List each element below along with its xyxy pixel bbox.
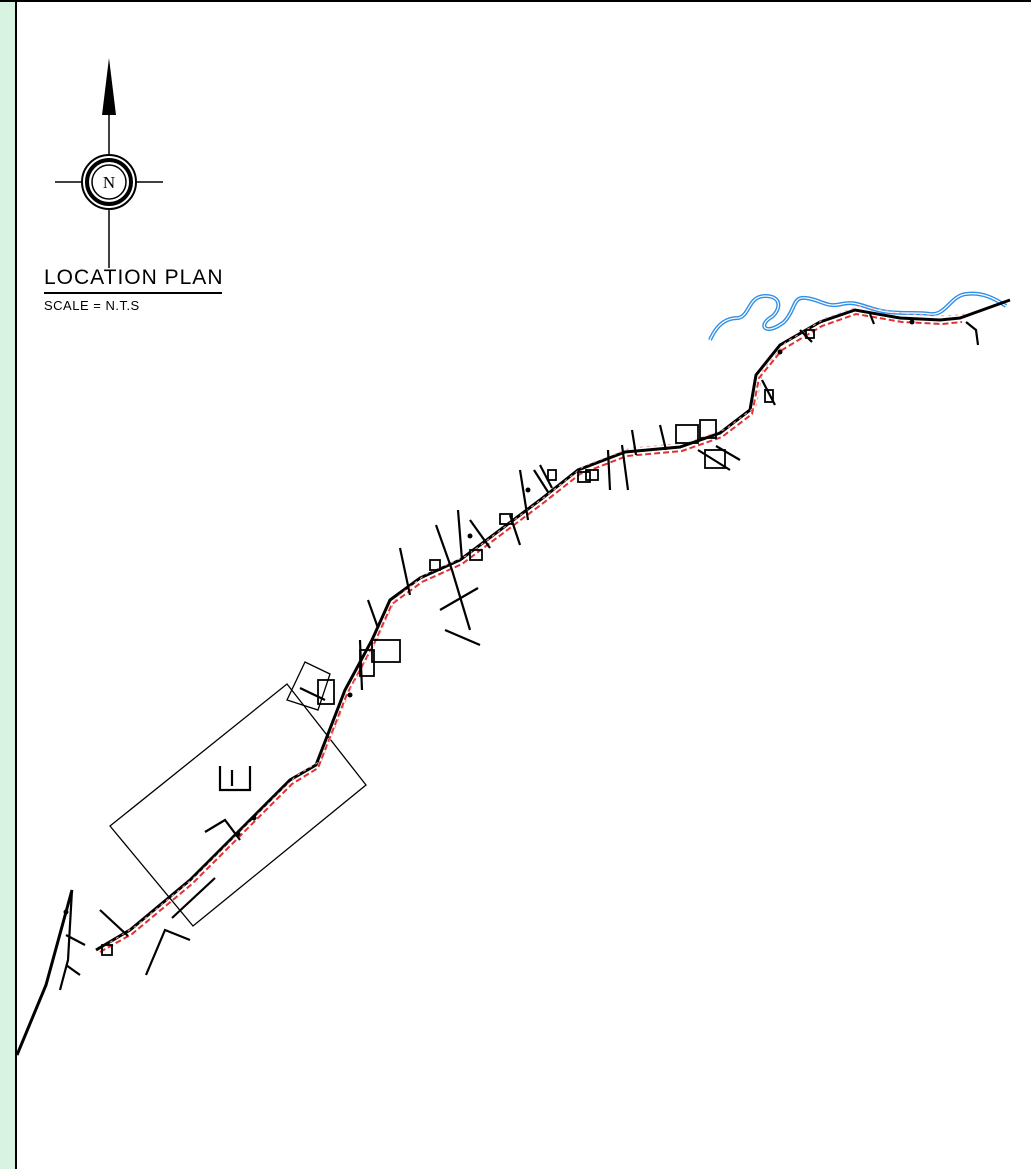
node-points [63, 319, 915, 915]
map-edge-strip [0, 0, 17, 1169]
side-roads [58, 313, 980, 991]
title-underline [44, 292, 222, 294]
alignment-line [99, 312, 963, 953]
building-outline [286, 661, 331, 711]
plan-title: LOCATION PLAN [44, 266, 224, 289]
main-road [15, 298, 1011, 1056]
compass-rose-icon: N [81, 154, 137, 210]
site-boundary [109, 683, 367, 927]
plan-scale: SCALE = N.T.S [44, 298, 140, 313]
buildings [101, 329, 815, 956]
north-letter: N [103, 173, 115, 192]
